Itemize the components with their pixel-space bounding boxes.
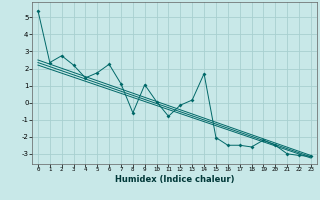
Point bbox=[261, 139, 266, 142]
Point bbox=[107, 63, 112, 66]
Point bbox=[47, 61, 52, 64]
Point bbox=[83, 76, 88, 79]
Point bbox=[59, 54, 64, 57]
Point bbox=[213, 136, 219, 139]
Point bbox=[142, 83, 147, 86]
Point bbox=[178, 104, 183, 107]
Point bbox=[154, 100, 159, 103]
Point bbox=[273, 144, 278, 147]
Point bbox=[284, 152, 290, 155]
Point bbox=[71, 63, 76, 67]
Point bbox=[166, 115, 171, 118]
X-axis label: Humidex (Indice chaleur): Humidex (Indice chaleur) bbox=[115, 175, 234, 184]
Point bbox=[249, 145, 254, 149]
Point bbox=[308, 155, 313, 158]
Point bbox=[118, 82, 124, 85]
Point bbox=[225, 144, 230, 147]
Point bbox=[202, 72, 207, 75]
Point bbox=[130, 111, 135, 114]
Point bbox=[36, 9, 41, 12]
Point bbox=[237, 144, 242, 147]
Point bbox=[296, 154, 301, 157]
Point bbox=[95, 71, 100, 74]
Point bbox=[190, 98, 195, 102]
